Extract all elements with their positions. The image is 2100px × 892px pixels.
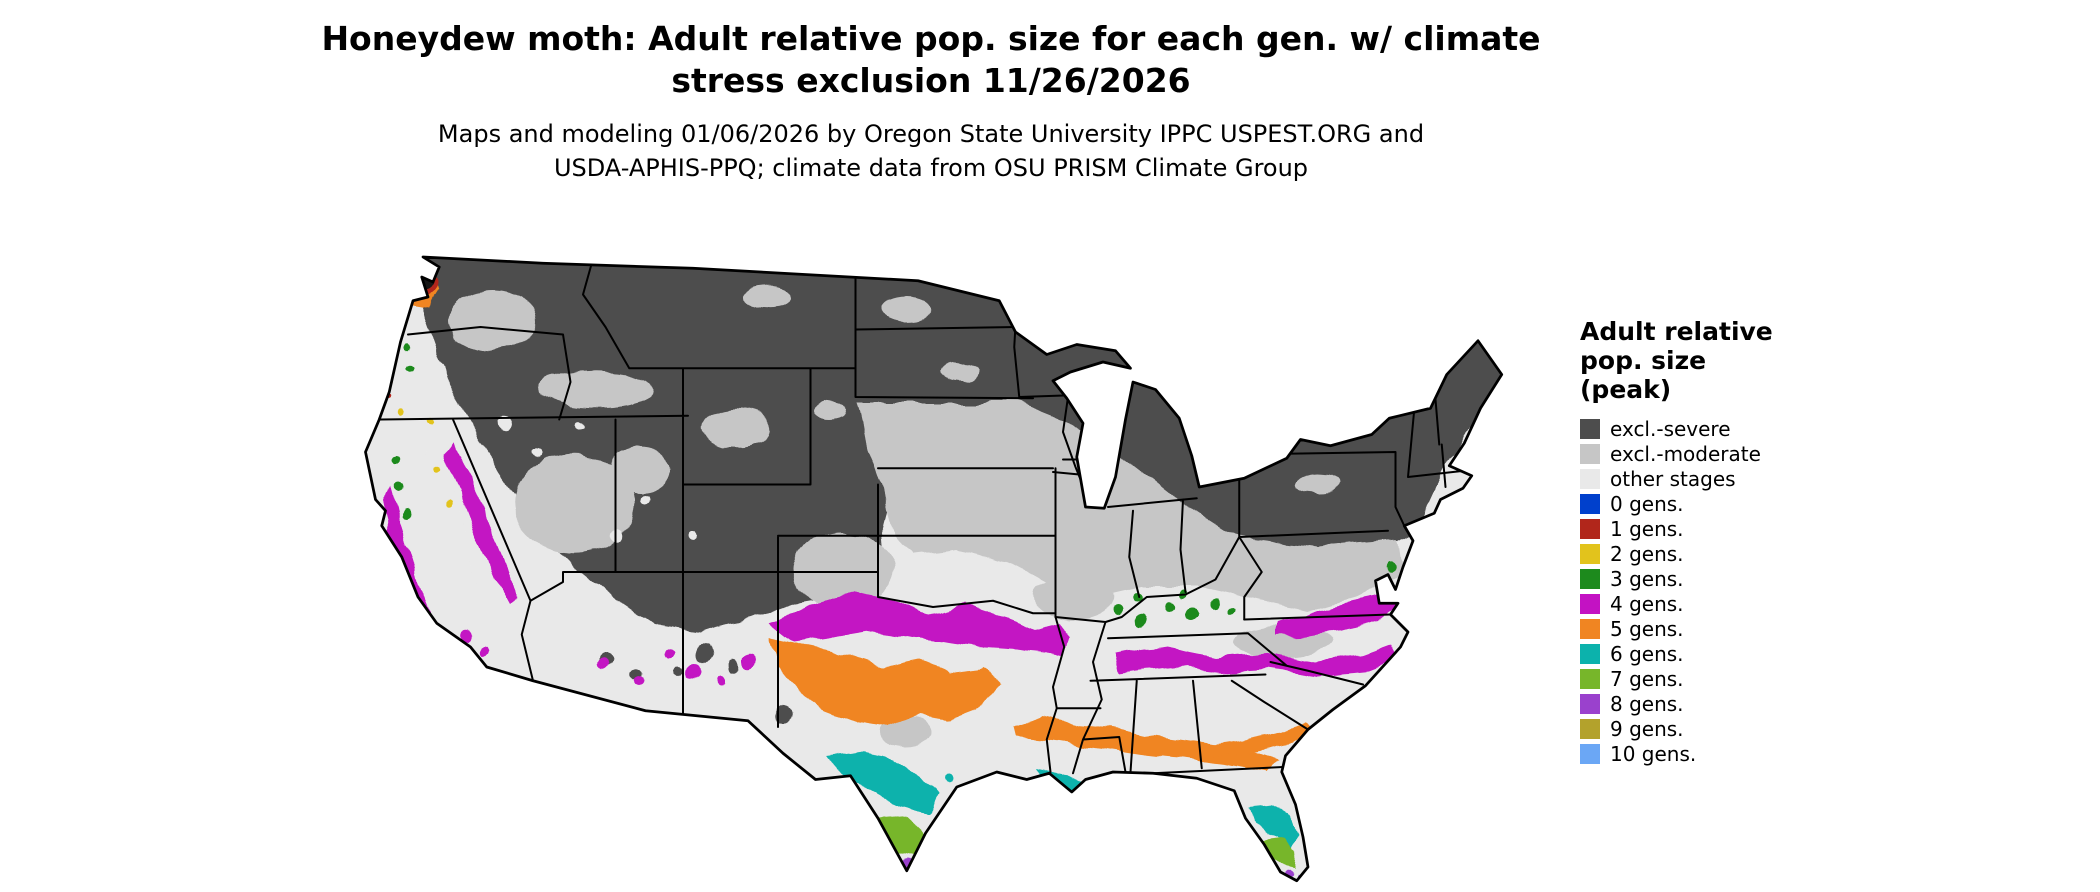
map-region-2-gens: [396, 408, 455, 506]
figure-title-line2: stress exclusion 11/26/2026: [671, 61, 1191, 101]
us-outline: [364, 255, 1504, 883]
legend-item: 4 gens.: [1580, 591, 1890, 616]
figure-subtitle: Maps and modeling 01/06/2026 by Oregon S…: [0, 118, 1862, 185]
us-map: [318, 222, 1568, 887]
us-generations-map-svg: [364, 255, 1504, 883]
legend-items: excl.-severe excl.-moderate other stages 0 …: [1580, 416, 1890, 766]
legend-swatch: [1580, 693, 1600, 714]
legend-item-label: 8 gens.: [1610, 691, 1684, 716]
legend-item: 7 gens.: [1580, 666, 1890, 691]
legend-swatch: [1580, 618, 1600, 639]
legend-item: 9 gens.: [1580, 716, 1890, 741]
legend-item: 8 gens.: [1580, 691, 1890, 716]
legend-item-label: 4 gens.: [1610, 591, 1684, 616]
figure-title-line1: Honeydew moth: Adult relative pop. size …: [321, 19, 1541, 58]
legend-swatch: [1580, 418, 1600, 439]
legend-swatch: [1580, 568, 1600, 589]
legend-swatch: [1580, 743, 1600, 764]
legend-swatch: [1580, 593, 1600, 614]
map-region-excl-moderate: [448, 285, 1403, 747]
legend-swatch: [1580, 543, 1600, 564]
legend-item: 5 gens.: [1580, 616, 1890, 641]
map-region-7-gens: [878, 817, 1297, 869]
legend-item: 3 gens.: [1580, 566, 1890, 591]
legend-item: 0 gens.: [1580, 491, 1890, 516]
legend-swatch: [1580, 718, 1600, 739]
legend-item-label: 9 gens.: [1610, 716, 1684, 741]
legend-swatch: [1580, 668, 1600, 689]
map-region-5-gens: [385, 272, 1315, 772]
legend-item: 6 gens.: [1580, 641, 1890, 666]
legend-item-label: 2 gens.: [1610, 541, 1684, 566]
legend-title-line2: pop. size: [1580, 345, 1707, 375]
legend-item-label: 6 gens.: [1610, 641, 1684, 666]
legend-item-label: other stages: [1610, 466, 1736, 491]
legend-title-line3: (peak): [1580, 374, 1672, 404]
legend-item-label: 1 gens.: [1610, 516, 1684, 541]
legend-item-label: 5 gens.: [1610, 616, 1684, 641]
legend-item: excl.-severe: [1580, 416, 1890, 441]
legend-item: 2 gens.: [1580, 541, 1890, 566]
figure-title: Honeydew moth: Adult relative pop. size …: [0, 18, 1862, 102]
legend: Adult relative pop. size (peak) excl.-se…: [1580, 317, 1890, 766]
legend-item-label: excl.-moderate: [1610, 441, 1761, 466]
legend-swatch: [1580, 643, 1600, 664]
map-fill-layers: [365, 257, 1502, 881]
legend-item-label: 3 gens.: [1610, 566, 1684, 591]
legend-swatch: [1580, 493, 1600, 514]
figure-subtitle-line1: Maps and modeling 01/06/2026 by Oregon S…: [437, 120, 1425, 149]
legend-swatch: [1580, 443, 1600, 464]
legend-item: excl.-moderate: [1580, 441, 1890, 466]
header: Honeydew moth: Adult relative pop. size …: [0, 18, 1862, 186]
legend-item: 10 gens.: [1580, 741, 1890, 766]
legend-swatch: [1580, 468, 1600, 489]
legend-item-label: 0 gens.: [1610, 491, 1684, 516]
legend-item: 1 gens.: [1580, 516, 1890, 541]
figure-subtitle-line2: USDA-APHIS-PPQ; climate data from OSU PR…: [553, 154, 1309, 183]
legend-swatch: [1580, 518, 1600, 539]
legend-item-label: excl.-severe: [1610, 416, 1731, 441]
legend-title-line1: Adult relative: [1580, 317, 1773, 346]
map-region-8-gens: [900, 859, 1307, 881]
legend-item-label: 7 gens.: [1610, 666, 1684, 691]
legend-title: Adult relative pop. size (peak): [1580, 317, 1890, 404]
legend-item: other stages: [1580, 466, 1890, 491]
legend-item-label: 10 gens.: [1610, 741, 1697, 766]
